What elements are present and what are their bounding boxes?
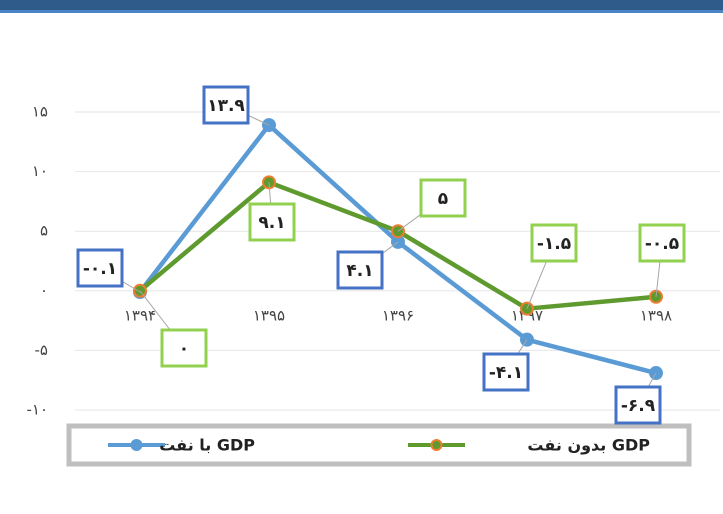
top-bar (0, 0, 723, 10)
series-line (138, 122, 657, 376)
data-label: ۱۳.۹ (207, 96, 245, 116)
data-label-box (336, 250, 384, 290)
data-label: -۶.۹ (621, 396, 656, 416)
data-label: ۹.۱ (258, 213, 285, 233)
data-label-box (614, 385, 662, 425)
legend (66, 423, 692, 467)
data-label: -۰.۱ (83, 259, 117, 279)
data-label-box (419, 178, 467, 218)
top-bar-line (0, 10, 723, 13)
data-label: -۱.۵ (537, 234, 571, 254)
data-label-box (638, 223, 686, 263)
data-label: -۰.۵ (645, 234, 679, 254)
data-label: ۴.۱ (346, 261, 373, 281)
data-label-box (76, 248, 124, 288)
y-tick-label: ۱۰ (32, 162, 48, 180)
data-label: ۰ (179, 339, 189, 359)
y-tick-label: -۵ (35, 341, 48, 359)
y-tick-label: ۵ (40, 222, 48, 240)
data-label-box (248, 202, 296, 242)
data-label-box (530, 223, 578, 263)
x-tick-label: ۱۳۹۸ (640, 306, 672, 324)
legend-marker (430, 439, 443, 451)
data-label-box (482, 352, 530, 392)
x-tick-label: ۱۳۹۶ (382, 306, 414, 324)
data-label-box (160, 328, 208, 368)
y-tick-label: -۱۰ (26, 401, 48, 419)
legend-label: GDP بدون نفت (527, 436, 650, 455)
legend-marker (130, 439, 143, 451)
x-tick-label: ۱۳۹۴ (124, 306, 156, 324)
y-tick-label: ۰ (40, 281, 48, 299)
x-tick-label: ۱۳۹۵ (253, 306, 285, 324)
data-label: -۴.۱ (489, 363, 523, 383)
legend-label: GDP با نفت (159, 436, 255, 455)
data-label: ۵ (438, 189, 448, 209)
data-label-box (202, 85, 250, 125)
y-tick-label: ۱۵ (32, 103, 48, 121)
